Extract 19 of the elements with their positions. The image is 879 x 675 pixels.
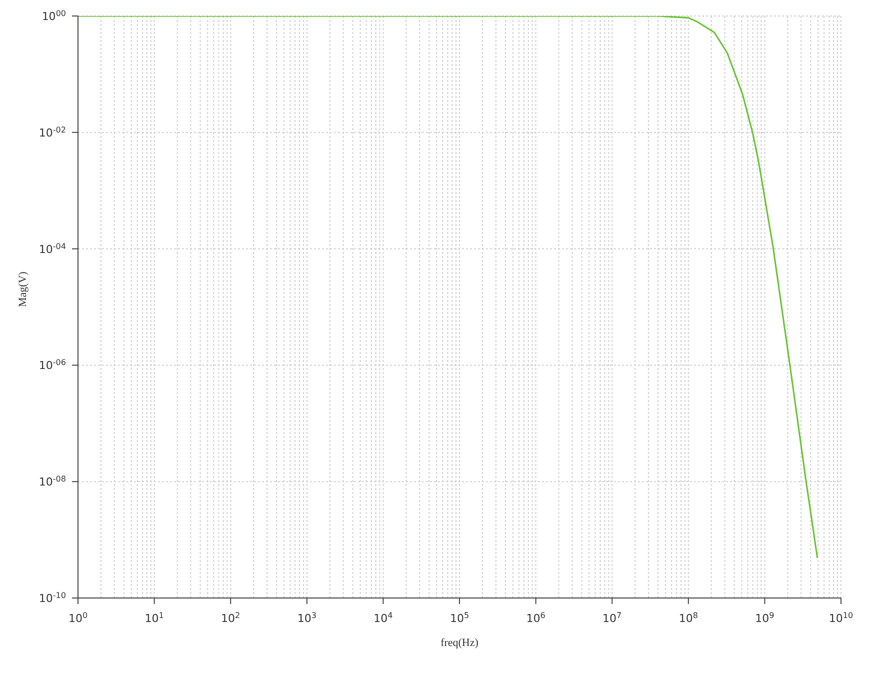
y-tick-label: 10$^{-06}$	[38, 358, 66, 372]
x-tick-label: 10$^{1}$	[144, 610, 164, 625]
x-tick-label: 10$^{0}$	[68, 610, 88, 625]
x-tick-label: 10$^{6}$	[526, 610, 546, 625]
x-tick-label: 10$^{7}$	[602, 610, 622, 625]
x-tick-label: 10$^{9}$	[755, 610, 774, 625]
y-tick-label: 10$^{-02}$	[38, 124, 66, 140]
y-tick-label: 10$^{-08}$	[38, 474, 66, 489]
x-tick-label: 10$^{3}$	[297, 610, 316, 625]
y-tick-label: 10$^{-04}$	[38, 241, 66, 256]
x-tick-label: 10$^{5}$	[450, 610, 470, 625]
x-tick-label: 10$^{2}$	[221, 610, 240, 625]
y-axis-title: Mag(V)	[16, 271, 29, 307]
x-axis-title: freq(Hz)	[440, 637, 479, 649]
y-tick-label: 10$^{-10}$	[38, 590, 66, 605]
y-tick-label: 10$^{00}$	[42, 8, 66, 23]
x-tick-label: 10$^{10}$	[828, 610, 854, 625]
x-tick-label: 10$^{8}$	[678, 610, 698, 625]
x-tick-label: 10$^{4}$	[374, 610, 393, 625]
